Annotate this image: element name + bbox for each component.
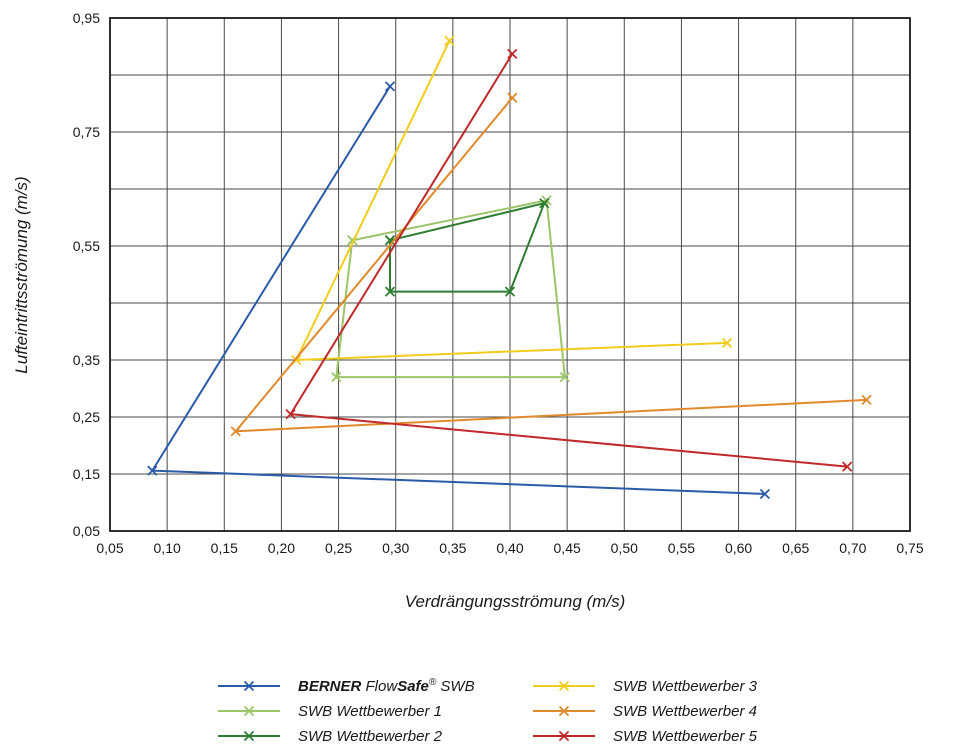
- series-line: [151, 85, 765, 495]
- data-point-marker: [384, 235, 396, 246]
- legend-label: SWB Wettbewerber 4: [613, 703, 757, 720]
- legend-item: SWB Wettbewerber 4: [533, 703, 757, 720]
- data-point-marker: [147, 465, 158, 476]
- x-tick-label: 0,05: [96, 540, 123, 556]
- legend: BERNER FlowSafe® SWB SWB Wettbewerber 1 SW…: [218, 677, 758, 745]
- x-tick-label: 0,50: [611, 540, 638, 556]
- data-point-marker: [559, 371, 570, 383]
- x-tick-label: 0,25: [325, 540, 352, 556]
- series-0: [147, 81, 770, 500]
- data-point-marker: [444, 35, 455, 46]
- x-tick-label: 0,65: [782, 540, 809, 556]
- x-tick-label: 0,30: [382, 540, 409, 556]
- plot-border: [109, 17, 911, 532]
- legend-label: SWB Wettbewerber 2: [298, 728, 443, 745]
- x-tick-label: 0,75: [896, 540, 923, 556]
- series-line: [234, 97, 867, 433]
- legend-label: SWB Wettbewerber 3: [613, 678, 758, 695]
- data-point-marker: [861, 394, 872, 406]
- legend-label: SWB Wettbewerber 1: [298, 703, 442, 720]
- x-tick-label: 0,60: [725, 540, 752, 556]
- data-point-marker: [285, 409, 296, 420]
- data-point-marker: [230, 426, 241, 437]
- x-tick-label: 0,45: [554, 540, 581, 556]
- x-tick-label: 0,40: [496, 540, 523, 556]
- legend-item: BERNER FlowSafe® SWB: [218, 677, 475, 695]
- data-point-marker: [504, 286, 516, 297]
- data-point-marker: [759, 488, 770, 500]
- data-point-marker: [842, 461, 853, 472]
- data-point-marker: [558, 705, 570, 717]
- data-point-marker: [331, 371, 342, 383]
- y-tick-label: 0,15: [73, 466, 100, 482]
- data-point-marker: [722, 337, 733, 349]
- data-point-marker: [243, 730, 255, 742]
- legend-item: SWB Wettbewerber 5: [533, 728, 758, 745]
- x-tick-label: 0,20: [268, 540, 295, 556]
- series-3: [291, 35, 733, 366]
- series-group: [147, 35, 872, 500]
- y-tick-label: 0,95: [73, 10, 100, 26]
- x-axis-title: Verdrängungsströmung (m/s): [405, 592, 625, 611]
- data-point-marker: [243, 705, 255, 717]
- data-point-marker: [243, 680, 255, 692]
- y-tick-label: 0,55: [73, 238, 100, 254]
- y-tick-label: 0,75: [73, 124, 100, 140]
- legend-item: SWB Wettbewerber 2: [218, 728, 443, 745]
- data-point-marker: [558, 680, 570, 692]
- x-tick-label: 0,70: [839, 540, 866, 556]
- y-axis-title: Lufteintrittsströmung (m/s): [12, 176, 31, 373]
- series-2: [384, 198, 550, 297]
- data-point-marker: [507, 48, 518, 60]
- data-point-marker: [384, 81, 396, 92]
- y-tick-label: 0,35: [73, 352, 100, 368]
- x-tick-label: 0,15: [211, 540, 238, 556]
- legend-label: SWB Wettbewerber 5: [613, 728, 758, 745]
- data-point-marker: [558, 730, 570, 742]
- plot-frame: [109, 17, 911, 532]
- series-4: [230, 92, 872, 437]
- y-tick-label: 0,25: [73, 409, 100, 425]
- legend-item: SWB Wettbewerber 1: [218, 703, 442, 720]
- legend-item: SWB Wettbewerber 3: [533, 678, 758, 695]
- data-point-marker: [539, 198, 550, 209]
- series-line: [295, 40, 728, 361]
- tick-labels: 0,05 0,10 0,15 0,20 0,25 0,30 0,35 0,40 0,45 0,50…: [73, 10, 924, 556]
- x-tick-label: 0,10: [154, 540, 181, 556]
- x-tick-label: 0,35: [439, 540, 466, 556]
- y-tick-label: 0,05: [73, 523, 100, 539]
- legend-label: BERNER FlowSafe® SWB: [298, 677, 475, 695]
- x-tick-label: 0,55: [668, 540, 695, 556]
- data-point-marker: [507, 92, 518, 103]
- series-5: [285, 48, 853, 472]
- data-point-marker: [384, 286, 396, 297]
